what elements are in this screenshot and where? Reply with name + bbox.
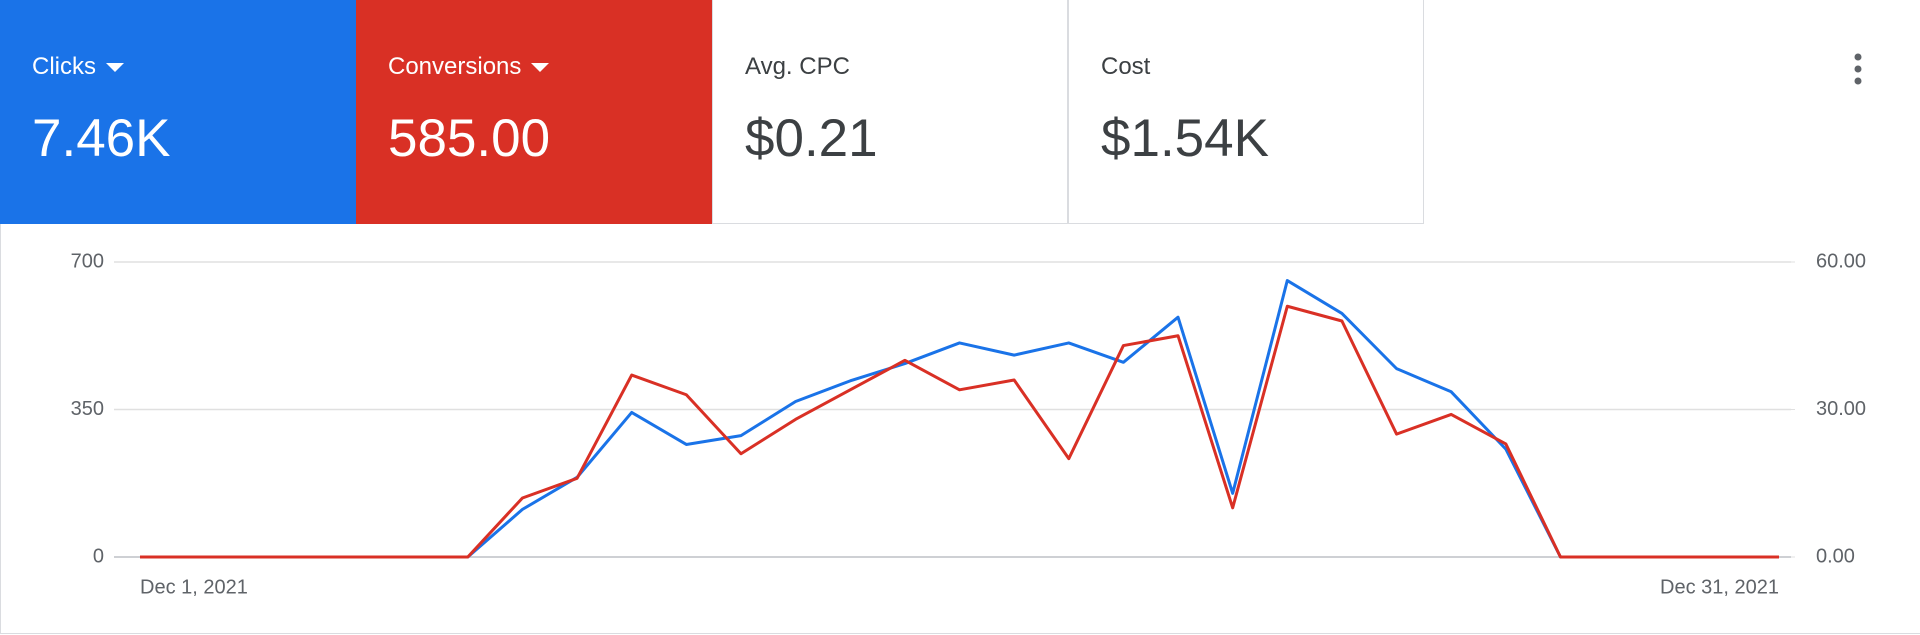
dropdown-caret[interactable]	[531, 62, 550, 72]
metric-label: Conversions	[388, 53, 522, 80]
metric-card[interactable]: Avg. CPC $0.21	[712, 0, 1068, 224]
series-line	[140, 304, 1779, 559]
y-tick-label: 0	[93, 545, 104, 567]
metric-value: $0.21	[745, 109, 878, 168]
y2-tick-label: 0.00	[1816, 545, 1855, 567]
metric-label: Avg. CPC	[745, 53, 850, 80]
more-menu[interactable]	[1846, 52, 1870, 88]
series-line	[140, 279, 1779, 559]
y2-tick-label: 30.00	[1816, 398, 1866, 420]
x-tick-label: Dec 1, 2021	[140, 576, 248, 598]
metric-label: Cost	[1101, 53, 1151, 80]
metric-value: $1.54K	[1101, 109, 1269, 168]
chart-frame	[0, 224, 1920, 634]
metric-label: Clicks	[32, 53, 96, 80]
metric-card[interactable]: Cost $1.54K	[1068, 0, 1424, 224]
metric-card[interactable]: Conversions 585.00	[356, 0, 712, 224]
metric-card[interactable]: Clicks 7.46K	[0, 0, 356, 224]
metric-value: 7.46K	[32, 109, 171, 168]
dropdown-caret[interactable]	[106, 62, 124, 72]
y2-tick-label: 60.00	[1816, 250, 1866, 272]
x-tick-label: Dec 31, 2021	[1660, 576, 1779, 598]
y-tick-label: 700	[71, 250, 104, 272]
y-tick-label: 350	[71, 398, 104, 420]
metric-value: 585.00	[388, 109, 551, 168]
